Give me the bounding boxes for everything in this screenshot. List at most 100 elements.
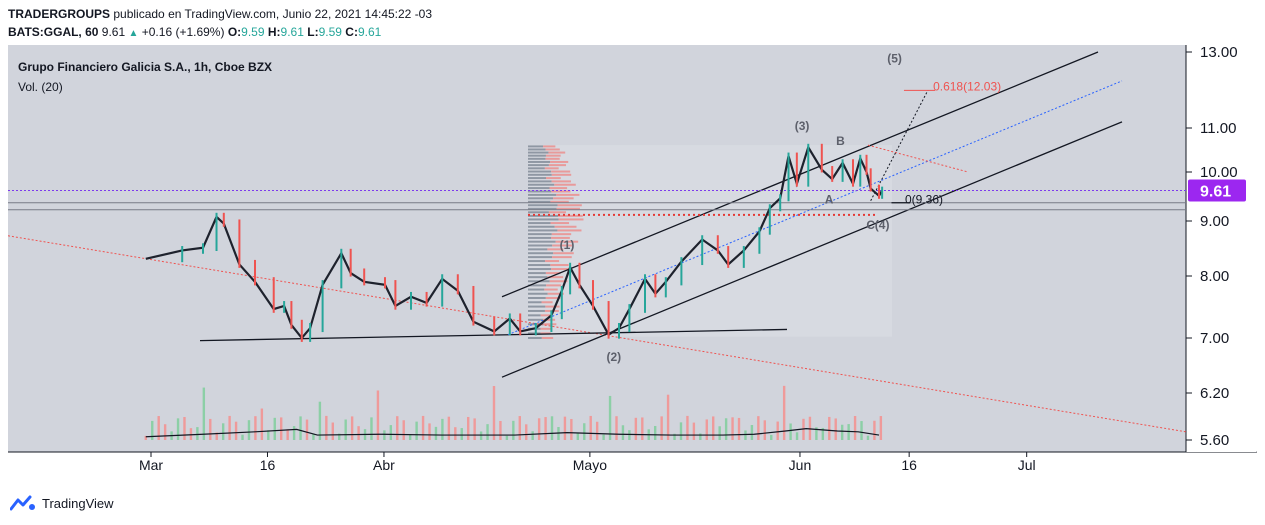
volume-bar <box>879 416 883 440</box>
volume-profile-bar <box>551 180 571 183</box>
volume-bar <box>873 420 876 440</box>
volume-profile-bar <box>556 193 580 196</box>
volume-profile-bar <box>528 225 555 228</box>
volume-profile-bar <box>528 268 552 271</box>
published-text: publicado en TradingView.com, Junio 22, … <box>113 7 433 21</box>
volume-bar <box>770 434 773 440</box>
volume-profile-bar <box>528 272 546 275</box>
volume-bar <box>370 417 373 440</box>
volume-bar <box>692 422 696 440</box>
low-label: L: <box>307 25 319 39</box>
price-tick-label: 11.00 <box>1200 120 1236 137</box>
volume-profile-bar <box>551 173 572 176</box>
volume-profile-bar <box>553 252 574 255</box>
volume-profile-bar <box>551 236 570 239</box>
volume-profile-bar <box>545 148 560 151</box>
volume-profile-bar <box>528 314 541 317</box>
volume-bar <box>531 431 534 440</box>
last-price: 9.61 <box>101 25 126 39</box>
volume-bar <box>396 416 399 440</box>
time-tick-label: 16 <box>260 457 276 473</box>
volume-bar <box>402 420 405 440</box>
volume-profile-bar <box>528 157 546 160</box>
volume-profile-bar <box>544 288 558 291</box>
footer-brand[interactable]: TradingView <box>10 495 114 511</box>
price-tick-label: 7.00 <box>1200 330 1229 347</box>
volume-bar <box>821 427 825 440</box>
wave-label: 0(9.36) <box>905 192 943 206</box>
volume-bar <box>189 428 193 440</box>
volume-profile-bar <box>545 296 561 299</box>
price-tick-label: 6.20 <box>1200 385 1229 402</box>
volume-bar <box>731 417 734 440</box>
volume-profile-bar <box>528 214 559 217</box>
projection-line <box>870 90 929 202</box>
volume-profile-bar <box>528 288 545 291</box>
close-label: C: <box>345 25 358 39</box>
time-tick-label: Jul <box>1018 457 1036 473</box>
volume-bar <box>434 426 438 440</box>
volume-bar <box>724 418 728 440</box>
volume-bar <box>234 421 238 440</box>
volume-profile-bar <box>528 148 546 151</box>
high-value: 9.61 <box>280 25 304 39</box>
volume-bar <box>338 433 341 440</box>
volume-profile-bar <box>555 240 579 243</box>
chart-legend-title: Grupo Financiero Galicia S.A., 1h, Cboe … <box>18 60 273 74</box>
volume-bar <box>673 433 676 440</box>
price-tick-label: 10.00 <box>1200 164 1238 181</box>
volume-bar <box>834 418 837 440</box>
volume-profile-bar <box>528 164 549 167</box>
volume-bar <box>602 434 605 440</box>
volume-profile-bar <box>552 256 572 259</box>
volume-profile-bar <box>528 193 557 196</box>
volume-profile-bar <box>528 240 556 243</box>
volume-bar <box>634 417 638 440</box>
volume-bar <box>305 419 309 440</box>
volume-bar <box>776 421 779 440</box>
volume-profile-bar <box>556 207 580 210</box>
volume-ma-line <box>145 427 880 438</box>
volume-bar <box>660 416 663 440</box>
volume-profile-bar <box>548 151 566 154</box>
volume-profile-bar <box>528 264 551 267</box>
volume-bar <box>350 416 354 440</box>
volume-bar <box>628 430 631 440</box>
volume-profile-bar <box>528 276 548 279</box>
volume-bar <box>537 418 541 440</box>
volume-profile-bar <box>528 252 554 255</box>
volume-bar <box>221 423 225 440</box>
volume-bar <box>421 415 425 440</box>
volume-profile-bar <box>528 204 558 207</box>
volume-bar <box>712 416 715 440</box>
volume-profile-bar <box>528 211 549 214</box>
volume-profile-bar <box>528 256 553 259</box>
volume-bar <box>202 387 206 440</box>
volume-bar <box>705 419 708 440</box>
time-tick-label: 16 <box>901 457 917 473</box>
volume-bar <box>815 427 818 440</box>
wave-label: (4) <box>875 218 890 232</box>
symbol-quote: BATS:GGAL, 60 9.61 ▲ +0.16 (+1.69%) O:9.… <box>8 25 381 39</box>
volume-bar <box>280 417 283 440</box>
volume-profile-bar <box>545 157 560 160</box>
volume-bar <box>866 435 870 440</box>
footer-brand-label: TradingView <box>42 495 114 511</box>
time-tick-label: Abr <box>373 457 395 473</box>
volume-bar <box>292 426 296 440</box>
volume-bar <box>789 423 792 440</box>
price-tick-label: 5.60 <box>1200 432 1229 449</box>
volume-profile-bar <box>551 170 571 173</box>
volume-profile-bar <box>546 177 561 180</box>
volume-bar <box>376 390 380 440</box>
wave-label: B <box>836 134 845 148</box>
volume-profile-bar <box>550 264 569 267</box>
volume-profile-bar <box>528 248 548 251</box>
volume-profile-bar <box>528 170 552 173</box>
volume-profile-bar <box>528 197 554 200</box>
volume-profile-bar <box>545 272 561 275</box>
volume-bar <box>589 415 592 440</box>
volume-bar <box>318 401 322 440</box>
price-chart[interactable]: 5.60 6.20 7.00 8.00 9.00 10.00 11.00 13.00 Mar 16… <box>0 0 1265 495</box>
volume-profile-bar <box>528 301 542 304</box>
